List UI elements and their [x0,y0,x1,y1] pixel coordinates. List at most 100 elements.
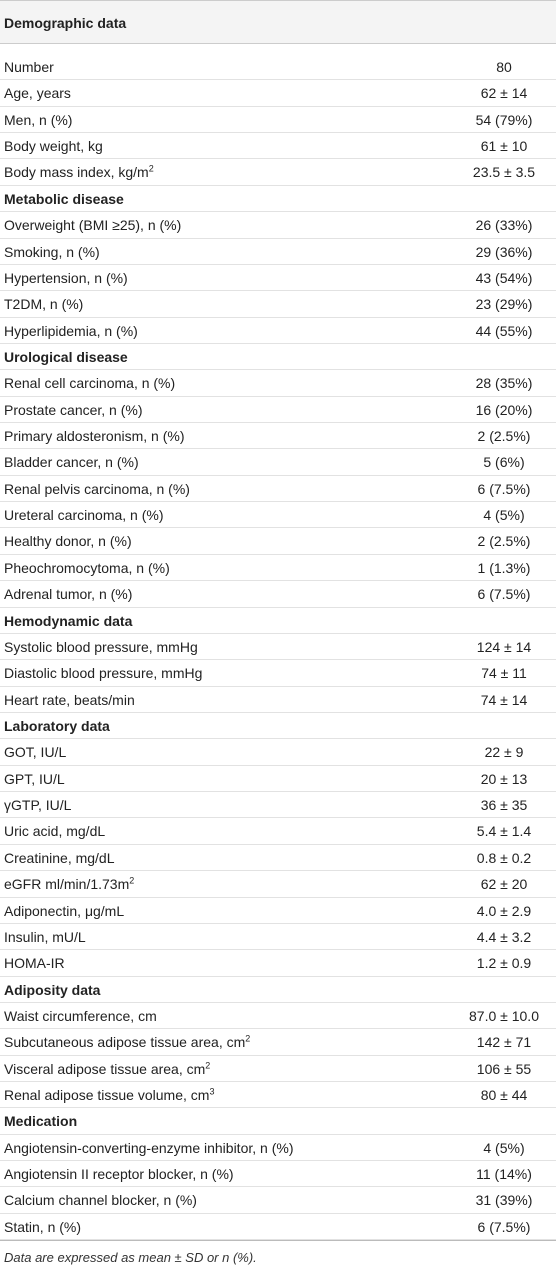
superscript: 3 [209,1086,215,1097]
table-row: Smoking, n (%) 29 (36%) [0,239,556,265]
row-label-cell: Overweight (BMI ≥25), n (%) [0,212,452,237]
table-row: T2DM, n (%) 23 (29%) [0,291,556,318]
row-label: Renal cell carcinoma, n (%) [4,375,176,392]
row-label-cell: Insulin, mU/L [0,924,452,949]
row-label: Number [4,59,54,75]
row-value: 6 (7.5%) [477,1218,531,1235]
row-label: Smoking, n (%) [4,243,100,260]
table-row: Age, years 62 ± 14 [0,80,556,107]
row-value: 2 (2.5%) [477,428,531,445]
table-row: Calcium channel blocker, n (%) 31 (39%) [0,1187,556,1214]
bottom-rule [0,1240,556,1241]
row-label-cell: Uric acid, mg/dL [0,818,452,843]
table-row: Men, n (%) 54 (79%) [0,107,556,134]
row-value: 1 (1.3%) [477,559,531,576]
row-value: 22 ± 9 [484,744,524,761]
table-row: Renal pelvis carcinoma, n (%) 6 (7.5%) [0,476,556,503]
section-row: Laboratory data [0,713,556,740]
table-row: Healthy donor, n (%) 2 (2.5%) [0,528,556,555]
row-label: Subcutaneous adipose tissue area, cm [4,1034,246,1051]
row-label: Adiponectin, μg/mL [4,902,125,919]
table-row: Angiotensin-converting-enzyme inhibitor,… [0,1135,556,1162]
row-label: Prostate cancer, n (%) [4,401,143,418]
table-row: Hyperlipidemia, n (%) 44 (55%) [0,318,556,344]
row-value: 4.0 ± 2.9 [476,902,532,919]
table-row: Pheochromocytoma, n (%) 1 (1.3%) [0,555,556,582]
table-row: Statin, n (%) 6 (7.5%) [0,1214,556,1241]
table-row: Diastolic blood pressure, mmHg 74 ± 11 [0,660,556,687]
row-label: Body weight, kg [4,138,103,155]
row-label: γGTP, IU/L [4,797,72,814]
row-label: Ureteral carcinoma, n (%) [4,507,164,524]
table-row: Renal adipose tissue volume, cm3 80 ± 44 [0,1082,556,1109]
row-label-cell: GOT, IU/L [0,739,452,764]
row-value: 2 (2.5%) [477,533,531,550]
table-body: Number 80 Age, years 62 ± 14 Men, n (%) 54 (7… [0,44,556,1241]
row-value: 6 (7.5%) [477,480,531,497]
table-row: Angiotensin II receptor blocker, n (%) 11… [0,1161,556,1188]
table-row: Number 80 [0,54,556,81]
table-row: Waist circumference, cm 87.0 ± 10.0 [0,1003,556,1030]
row-label-cell: Angiotensin II receptor blocker, n (%) [0,1161,452,1186]
table-row: Insulin, mU/L 4.4 ± 3.2 [0,924,556,951]
row-value: 43 (54%) [475,269,533,286]
row-value: 74 ± 11 [481,665,527,682]
row-label: Diastolic blood pressure, mmHg [4,665,203,682]
section-title: Hemodynamic data [4,612,133,629]
row-value: 54 (79%) [475,111,533,128]
row-label-cell: Renal adipose tissue volume, cm3 [0,1082,452,1107]
row-label-cell: T2DM, n (%) [0,291,452,316]
row-label: Statin, n (%) [4,1218,82,1235]
row-label: Waist circumference, cm [4,1007,157,1024]
section-row: Urological disease [0,344,556,371]
table-row: Bladder cancer, n (%) 5 (6%) [0,449,556,476]
row-label-cell: Adiponectin, μg/mL [0,898,452,923]
table-row: Prostate cancer, n (%) 16 (20%) [0,397,556,424]
section-title: Medication [4,1113,78,1130]
table-row: Adrenal tumor, n (%) 6 (7.5%) [0,581,556,608]
row-value: 23 (29%) [475,296,533,313]
row-value: 80 ± 44 [480,1087,528,1104]
row-value: 29 (36%) [475,243,533,260]
table-row: Creatinine, mg/dL 0.8 ± 0.2 [0,845,556,872]
table-row: Subcutaneous adipose tissue area, cm2 142… [0,1029,556,1056]
row-label-cell: Adrenal tumor, n (%) [0,581,452,606]
superscript: 2 [245,1033,251,1044]
superscript: 2 [129,875,135,886]
row-label: eGFR ml/min/1.73m [4,876,130,893]
row-label: Adrenal tumor, n (%) [4,586,133,603]
header-title: Demographic data [4,15,127,31]
superscript: 2 [205,1060,211,1070]
row-value: 16 (20%) [475,401,533,418]
row-label: Renal pelvis carcinoma, n (%) [4,480,190,497]
row-label: Systolic blood pressure, mmHg [4,638,198,655]
section-row: Metabolic disease [0,186,556,213]
row-value: 61 ± 10 [480,138,528,155]
row-label-cell: Angiotensin-converting-enzyme inhibitor,… [0,1135,452,1160]
row-label-cell: Heart rate, beats/min [0,687,452,712]
row-value: 4 (5%) [483,1139,525,1156]
row-label: T2DM, n (%) [4,296,84,313]
footnote: Data are expressed as mean ± SD or n (%)… [4,1250,257,1265]
row-label: GOT, IU/L [4,744,67,761]
row-label: Angiotensin-converting-enzyme inhibitor,… [4,1139,294,1156]
row-value: 23.5 ± 3.5 [472,164,536,181]
table-row: Systolic blood pressure, mmHg 124 ± 14 [0,634,556,661]
superscript: 2 [148,163,154,174]
row-label-cell: Hyperlipidemia, n (%) [0,318,452,343]
table-header: Demographic data [0,0,556,44]
row-label-cell: Subcutaneous adipose tissue area, cm2 [0,1029,452,1054]
table-row: γGTP, IU/L 36 ± 35 [0,792,556,819]
row-label: Insulin, mU/L [4,928,86,945]
row-label-cell: γGTP, IU/L [0,792,452,817]
row-label: Renal adipose tissue volume, cm [4,1087,210,1104]
row-value: 11 (14%) [476,1166,532,1183]
table-row: HOMA-IR 1.2 ± 0.9 [0,950,556,977]
table-row: Renal cell carcinoma, n (%) 28 (35%) [0,370,556,397]
table-row: Body weight, kg 61 ± 10 [0,133,556,160]
section-title: Urological disease [4,348,128,365]
row-label-cell: Bladder cancer, n (%) [0,449,452,474]
row-value: 26 (33%) [475,217,533,234]
table-row: Hypertension, n (%) 43 (54%) [0,265,556,292]
